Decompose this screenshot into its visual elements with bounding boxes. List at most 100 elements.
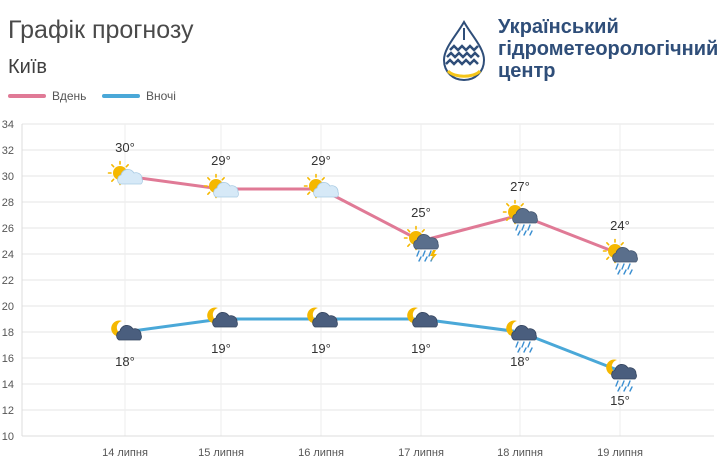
data-label-night: 18° xyxy=(510,354,530,369)
legend-swatch-day xyxy=(8,94,46,98)
rain-drop xyxy=(627,263,631,270)
cloud-shape xyxy=(213,182,239,198)
sun-ray xyxy=(606,242,610,246)
y-tick-label: 10 xyxy=(2,431,14,443)
y-tick-label: 30 xyxy=(2,171,14,183)
legend-label-day: Вдень xyxy=(52,89,87,103)
rain-drop xyxy=(621,263,625,270)
data-label-night: 19° xyxy=(211,341,231,356)
data-label-night: 15° xyxy=(610,393,630,408)
rain-drop xyxy=(629,269,633,275)
cloud-shape xyxy=(212,312,238,328)
lightning-bolt xyxy=(430,250,437,261)
rain-drop xyxy=(418,256,422,262)
rain-drop xyxy=(627,380,631,387)
rain-drop xyxy=(529,230,533,236)
sun-ray xyxy=(520,203,524,207)
y-tick-label: 20 xyxy=(2,301,14,313)
cloud-shape xyxy=(612,247,638,263)
moon-shape xyxy=(207,307,221,324)
rain-drop xyxy=(617,269,621,275)
moon-shape xyxy=(606,359,620,376)
cloud-shape xyxy=(313,182,339,198)
sun-ray xyxy=(207,191,211,195)
rain-drop xyxy=(527,224,531,231)
rain-drop xyxy=(521,224,525,231)
rain-drop xyxy=(517,347,521,353)
y-tick-label: 34 xyxy=(2,119,14,131)
legend-item-night[interactable]: Вночі xyxy=(102,89,176,103)
forecast-chart: 10 12 14 16 18 20 22 24 26 28 30 32 34 14 липня 15 лип… xyxy=(2,119,714,459)
rain-drop xyxy=(615,380,619,387)
sun-cloud-rain-icon xyxy=(602,238,638,275)
rain-drop xyxy=(523,230,527,236)
y-tick-label: 18 xyxy=(2,327,14,339)
sun-ray xyxy=(125,164,129,168)
sun-cloud-rain-icon xyxy=(502,199,538,236)
y-tick-label: 22 xyxy=(2,275,14,287)
series-line-night xyxy=(123,317,622,373)
cloud-shape xyxy=(412,312,438,328)
rain-drop xyxy=(621,380,625,387)
sun-ray xyxy=(620,242,624,246)
moon-shape xyxy=(407,307,421,324)
data-label-night: 18° xyxy=(115,354,135,369)
water-drop-logo-icon xyxy=(442,20,486,82)
rain-drop xyxy=(517,230,521,236)
logo-line-1: Український xyxy=(498,16,619,38)
data-label-day: 29° xyxy=(311,153,331,168)
moon-cloud-icon xyxy=(407,307,438,328)
moon-cloud-rain-icon xyxy=(506,320,537,353)
moon-shape xyxy=(506,320,520,337)
rain-drop xyxy=(515,341,519,348)
sun-ray xyxy=(506,203,510,207)
sun-cloud-icon xyxy=(107,160,143,186)
ugc-logo[interactable]: Український гідрометеорологічний центр xyxy=(436,16,720,86)
rain-drop xyxy=(623,386,627,392)
rain-drop xyxy=(629,386,633,392)
rain-drop xyxy=(527,341,531,348)
moon-cloud-icon xyxy=(111,320,142,341)
sun-ray xyxy=(221,177,225,181)
sun-ray xyxy=(111,164,115,168)
y-tick-label: 26 xyxy=(2,223,14,235)
x-tick-label: 14 липня xyxy=(102,447,148,459)
sun-ray xyxy=(111,178,115,182)
x-tick-label: 18 липня xyxy=(497,447,543,459)
cloud-shape xyxy=(413,234,439,250)
cloud-shape xyxy=(116,325,142,341)
x-tick-label: 19 липня xyxy=(597,447,643,459)
cloud-shape xyxy=(117,169,143,185)
sun-cloud-icon xyxy=(203,173,239,199)
moon-shape xyxy=(307,307,321,324)
x-tick-label: 15 липня xyxy=(198,447,244,459)
moon-cloud-icon xyxy=(307,307,338,328)
page-title: Графік прогнозу xyxy=(8,16,194,44)
y-tick-label: 28 xyxy=(2,197,14,209)
sun-ray xyxy=(606,256,610,260)
sun-ray xyxy=(307,191,311,195)
data-label-day: 25° xyxy=(411,205,431,220)
data-label-night: 19° xyxy=(311,341,331,356)
rain-drop xyxy=(523,347,527,353)
rain-drop xyxy=(615,263,619,270)
sun-ray xyxy=(321,177,325,181)
y-tick-label: 24 xyxy=(2,249,14,261)
rain-drop xyxy=(424,256,428,262)
x-tick-label: 16 липня xyxy=(298,447,344,459)
series-line-day xyxy=(123,174,622,256)
y-tick-label: 32 xyxy=(2,145,14,157)
rain-drop xyxy=(623,269,627,275)
sun-ray xyxy=(407,243,411,247)
moon-cloud-rain-icon xyxy=(606,359,637,392)
sun-ray xyxy=(307,177,311,181)
y-tick-label: 16 xyxy=(2,353,14,365)
logo-line-2: гідрометеорологічний xyxy=(498,38,719,60)
rain-drop xyxy=(515,224,519,231)
sun-ray xyxy=(207,177,211,181)
data-label-day: 30° xyxy=(115,140,135,155)
rain-drop xyxy=(422,250,426,257)
cloud-shape xyxy=(511,325,537,341)
legend-item-day[interactable]: Вдень xyxy=(8,89,86,103)
logo-text: Український гідрометеорологічний центр xyxy=(498,16,718,82)
